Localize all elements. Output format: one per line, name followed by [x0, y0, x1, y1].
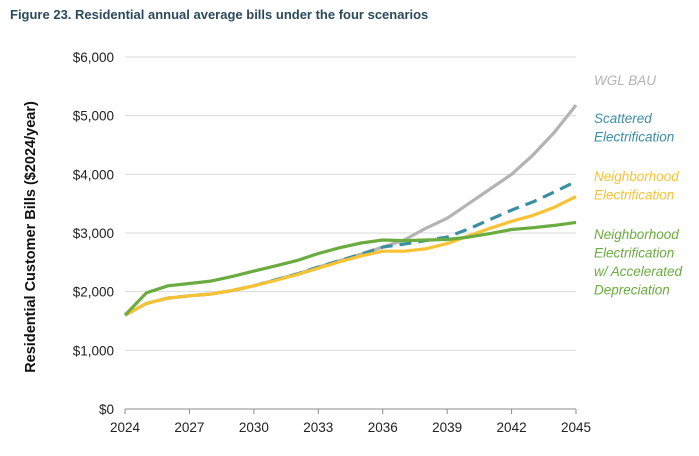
series-line-2 — [124, 195, 577, 317]
x-tick-label: 2036 — [368, 420, 398, 435]
x-tick-label: 2024 — [110, 420, 141, 435]
figure-title: Figure 23. Residential annual average bi… — [10, 7, 429, 22]
x-tick-label: 2027 — [174, 420, 204, 435]
y-tick-label: $2,000 — [73, 285, 114, 300]
x-tick-label: 2030 — [239, 420, 269, 435]
y-tick-label: $1,000 — [73, 343, 114, 358]
legend-label-1: Scattered Electrification — [594, 111, 674, 145]
series-layer — [123, 104, 578, 317]
y-tick-label: $4,000 — [73, 167, 114, 182]
y-tick-label: $0 — [99, 402, 114, 417]
legend-label-2: Neighborhood Electrification — [594, 169, 679, 203]
y-tick-label: $6,000 — [73, 50, 114, 65]
x-tick-label: 2033 — [303, 420, 333, 435]
legend-label-3: Neighborhood Electrification w/ Accelerate… — [594, 227, 683, 298]
y-tick-label: $5,000 — [73, 109, 114, 124]
x-tick-label: 2042 — [497, 420, 527, 435]
grid-layer — [125, 56, 576, 351]
x-tick-label: 2045 — [561, 420, 591, 435]
y-tick-label: $3,000 — [73, 226, 114, 241]
series-line-3 — [123, 220, 577, 317]
x-tick-label: 2039 — [432, 420, 462, 435]
legend-label-0: WGL BAU — [594, 73, 656, 88]
legend-layer: WGL BAU Scattered Electrification Neighborh… — [594, 73, 683, 298]
y-axis-label: Residential Customer Bills ($2024/year) — [23, 101, 39, 373]
axis-layer: $0 $1,000 $2,000 $3,000 $4,000 $5,000 $6,000 20… — [73, 50, 591, 435]
